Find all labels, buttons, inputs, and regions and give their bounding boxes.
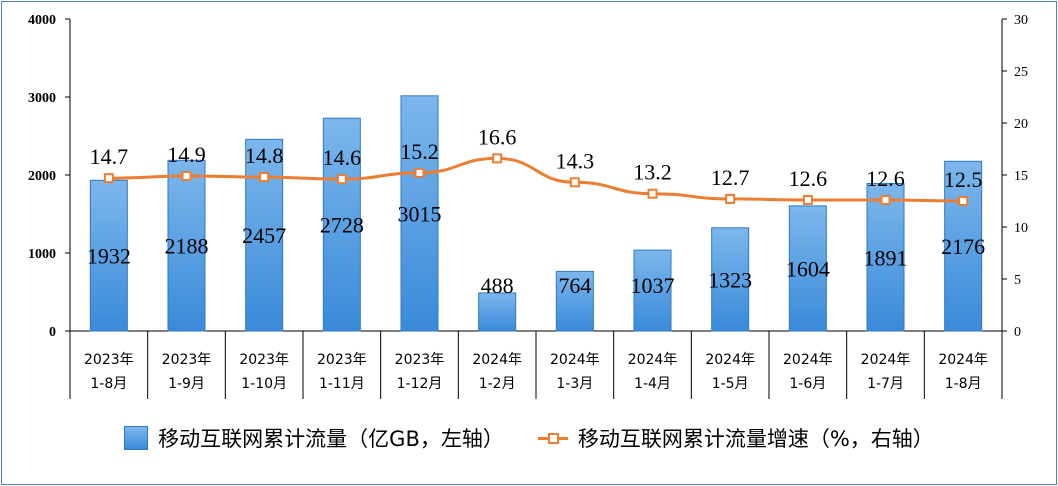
line-data-label: 15.2 (400, 139, 439, 164)
x-tick-label-year: 2024年 (861, 352, 911, 368)
y-left-tick-label: 2000 (28, 169, 56, 184)
x-tick-label-period: 1-9月 (168, 376, 205, 392)
line-data-label: 12.6 (789, 166, 828, 191)
bar-data-label: 2457 (242, 223, 286, 248)
x-tick-label-year: 2023年 (84, 352, 134, 368)
line-marker (569, 177, 580, 188)
line-marker (103, 173, 114, 184)
bar (555, 270, 594, 332)
x-tick-label-period: 1-7月 (867, 376, 904, 392)
x-tick-label-period: 1-6月 (789, 376, 826, 392)
x-tick-label-year: 2024年 (472, 352, 522, 368)
x-tick-label-period: 1-5月 (712, 376, 749, 392)
bar (711, 227, 750, 332)
bar-data-label: 1323 (708, 267, 752, 292)
legend-label-line: 移动互联网累计流量增速（%，右轴） (577, 427, 934, 451)
bar-data-label: 3015 (398, 201, 442, 226)
y-right-tick-label: 15 (1014, 169, 1028, 184)
x-tick-label-year: 2023年 (317, 352, 367, 368)
line-marker (414, 167, 425, 178)
line-marker (336, 174, 347, 185)
legend-item-bar: 移动互联网累计流量（亿GB，左轴） (124, 423, 504, 453)
line-marker (259, 172, 270, 183)
combo-chart: 0 1000 2000 3000 4000 0 5 10 15 20 25 30 2023年 1-8月 20… (28, 13, 1028, 399)
x-tick-label-year: 2024年 (783, 352, 833, 368)
bar (788, 205, 827, 332)
bar-data-label: 488 (481, 273, 514, 298)
x-tick-label-period: 1-2月 (479, 376, 516, 392)
bar-data-label: 2176 (941, 234, 985, 259)
line-data-label: 12.7 (711, 165, 750, 190)
line-data-label: 13.2 (633, 160, 672, 185)
bar-data-label: 2188 (165, 234, 209, 259)
x-tick-label-year: 2024年 (938, 352, 988, 368)
x-tick-label-year: 2024年 (628, 352, 678, 368)
bar-data-label: 2728 (320, 213, 364, 238)
bar-data-label: 1037 (631, 273, 675, 298)
bar-data-label: 1891 (864, 245, 908, 270)
y-left-tick-label: 4000 (28, 13, 56, 28)
legend: 移动互联网累计流量（亿GB，左轴） 移动互联网累计流量增速（%，右轴） (0, 420, 1058, 456)
line-data-label: 14.7 (90, 144, 129, 169)
x-tick-label-period: 1-8月 (90, 376, 127, 392)
x-tick-label-year: 2024年 (550, 352, 600, 368)
x-tick-label-year: 2023年 (239, 352, 289, 368)
bar (944, 160, 983, 332)
legend-item-line: 移动互联网累计流量增速（%，右轴） (537, 423, 934, 453)
y-left-tick-label: 1000 (28, 247, 56, 262)
line-marker (725, 193, 736, 204)
y-right-tick-label: 0 (1014, 325, 1021, 340)
line-marker (958, 196, 969, 206)
line-data-label: 12.5 (944, 167, 983, 192)
x-tick-label-period: 1-11月 (319, 376, 365, 392)
bar (89, 179, 128, 332)
y-right-tick-label: 20 (1014, 117, 1028, 132)
y-right-tick-label: 5 (1014, 273, 1021, 288)
line-data-label: 14.6 (323, 145, 362, 170)
bar (167, 159, 206, 332)
bar (478, 292, 517, 332)
y-right-tick-label: 10 (1014, 221, 1028, 236)
legend-label-bar: 移动互联网累计流量（亿GB，左轴） (158, 427, 504, 451)
line-marker (492, 153, 503, 164)
bar (633, 249, 672, 332)
y-right-tick-label: 25 (1014, 65, 1028, 80)
line-marker (647, 188, 658, 199)
bar-data-label: 764 (558, 273, 591, 298)
x-tick-label-year: 2024年 (705, 352, 755, 368)
line-marker (880, 194, 891, 205)
bar-data-label: 1604 (786, 256, 830, 281)
y-left-tick-label: 3000 (28, 91, 56, 106)
line-data-label: 16.6 (478, 124, 517, 149)
y-right-tick-label: 30 (1014, 13, 1028, 28)
line-data-label: 14.3 (556, 148, 595, 173)
x-tick-label-period: 1-10月 (241, 376, 287, 392)
y-left-tick-label: 0 (49, 325, 56, 340)
bar (866, 183, 905, 332)
x-tick-label-period: 1-8月 (945, 376, 982, 392)
bar (322, 117, 361, 332)
line-marker (802, 194, 813, 205)
x-tick-label-year: 2023年 (162, 352, 212, 368)
line-data-label: 12.6 (866, 166, 905, 191)
bar (245, 138, 284, 332)
x-tick-label-period: 1-3月 (556, 376, 593, 392)
bar-data-label: 1932 (87, 244, 131, 269)
bar (400, 95, 439, 332)
growth-line (108, 156, 964, 203)
line-data-label: 14.8 (245, 143, 284, 168)
x-tick-label-period: 1-4月 (634, 376, 671, 392)
x-tick-label-period: 1-12月 (397, 376, 443, 392)
line-marker (181, 171, 192, 182)
legend-swatch-line (537, 427, 568, 449)
x-tick-label-year: 2023年 (395, 352, 445, 368)
legend-swatch-bar (124, 426, 149, 450)
line-data-label: 14.9 (167, 142, 206, 167)
